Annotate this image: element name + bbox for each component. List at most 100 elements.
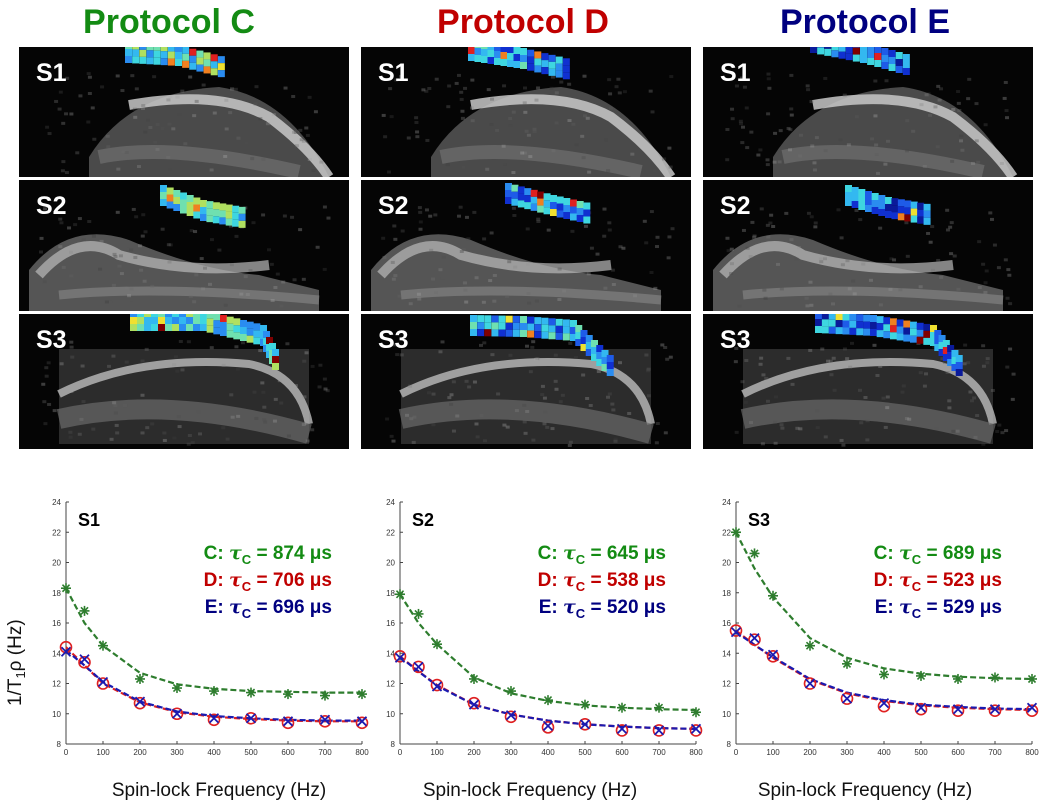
x-tick-label: 700 bbox=[318, 748, 332, 757]
chart-title: S2 bbox=[412, 510, 434, 530]
data-point-e bbox=[208, 713, 220, 724]
x-tick-label: 100 bbox=[96, 748, 110, 757]
y-tick-label: 8 bbox=[727, 740, 732, 749]
data-point-c bbox=[283, 689, 293, 700]
data-point-d bbox=[541, 721, 555, 734]
tau-annotation: D: τC = 523 μs bbox=[874, 569, 1002, 594]
data-point-e bbox=[767, 649, 779, 660]
slice-label: S2 bbox=[36, 192, 67, 220]
data-point-e bbox=[804, 678, 816, 689]
mri-image bbox=[41, 314, 330, 446]
x-axis-label-s1: Spin-lock Frequency (Hz) bbox=[111, 780, 327, 801]
data-point-e bbox=[878, 698, 890, 709]
fit-curve-c bbox=[399, 593, 697, 712]
data-point-d bbox=[355, 716, 369, 730]
data-point-e bbox=[730, 626, 742, 638]
x-axis-label-s3: Spin-lock Frequency (Hz) bbox=[757, 780, 973, 801]
data-point-e bbox=[653, 725, 665, 736]
x-tick-label: 300 bbox=[840, 748, 854, 757]
slice-label: S1 bbox=[720, 59, 751, 87]
data-point-c bbox=[209, 686, 219, 697]
data-point-e bbox=[282, 716, 294, 727]
data-point-e bbox=[749, 632, 760, 644]
mri-panel-s2: S2 bbox=[703, 180, 1033, 311]
protocol-c-image-column: S1 S2 S3 bbox=[19, 47, 349, 452]
data-point-e bbox=[431, 681, 443, 692]
chart-s2: 8 10 12 14 16 18 20 22 24 0 100 200 300 400 500 600 700 8… bbox=[364, 488, 704, 763]
x-tick-label: 800 bbox=[1025, 748, 1039, 757]
data-point-c bbox=[953, 673, 963, 684]
data-point-d bbox=[207, 713, 221, 727]
y-tick-label: 24 bbox=[52, 498, 61, 507]
data-point-c bbox=[916, 670, 926, 681]
mri-panel-s3: S3 bbox=[703, 314, 1033, 449]
chart-s1: 8 10 12 14 16 18 20 22 24 0 100 200 300 400 500 600 700 8… bbox=[30, 488, 370, 763]
svg-text:1/T1ρ (Hz): 1/T1ρ (Hz) bbox=[5, 619, 26, 706]
y-tick-label: 22 bbox=[722, 528, 731, 537]
y-tick-label: 18 bbox=[722, 589, 731, 598]
x-tick-label: 500 bbox=[244, 748, 258, 757]
data-point-e bbox=[356, 716, 368, 727]
data-point-c bbox=[395, 589, 405, 600]
data-point-c bbox=[580, 699, 590, 710]
y-tick-label: 12 bbox=[52, 680, 61, 689]
slice-label: S3 bbox=[378, 326, 409, 354]
data-point-d bbox=[412, 660, 425, 674]
slice-label: S1 bbox=[378, 59, 409, 87]
protocol-e-image-column: S1 S2 S3 bbox=[703, 47, 1033, 452]
data-point-e bbox=[989, 704, 1001, 715]
data-point-c bbox=[172, 683, 182, 694]
x-tick-label: 0 bbox=[398, 748, 403, 757]
protocol-c-title: Protocol C bbox=[83, 3, 255, 41]
x-tick-label: 300 bbox=[504, 748, 518, 757]
data-point-d bbox=[244, 711, 258, 725]
data-point-d bbox=[729, 624, 743, 637]
x-tick-label: 0 bbox=[64, 748, 69, 757]
data-point-d bbox=[430, 678, 444, 692]
slice-label: S2 bbox=[720, 192, 751, 220]
x-tick-label: 200 bbox=[803, 748, 817, 757]
y-tick-label: 12 bbox=[722, 680, 731, 689]
x-tick-label: 700 bbox=[652, 748, 666, 757]
mri-panel-s2: S2 bbox=[19, 180, 349, 311]
mri-image bbox=[725, 47, 1018, 177]
y-tick-label: 24 bbox=[722, 498, 731, 507]
data-point-e bbox=[690, 723, 702, 735]
data-point-c bbox=[768, 590, 778, 601]
data-point-d bbox=[170, 707, 184, 721]
data-point-e bbox=[171, 708, 183, 719]
mri-panel-s1: S1 bbox=[361, 47, 691, 177]
mri-panel-s1: S1 bbox=[19, 47, 349, 177]
data-point-d bbox=[615, 724, 629, 737]
x-tick-label: 200 bbox=[467, 748, 481, 757]
x-tick-label: 100 bbox=[766, 748, 780, 757]
data-point-e bbox=[841, 693, 853, 704]
slice-label: S3 bbox=[36, 326, 67, 354]
y-tick-label: 14 bbox=[722, 649, 731, 658]
mri-image bbox=[45, 47, 334, 177]
data-point-e bbox=[616, 723, 628, 735]
data-point-d bbox=[652, 724, 666, 737]
fit-curve-c bbox=[65, 587, 362, 694]
tau-annotation: E: τC = 696 μs bbox=[205, 596, 332, 621]
data-point-c bbox=[1027, 673, 1037, 684]
data-point-c bbox=[842, 658, 852, 669]
data-point-d bbox=[133, 696, 147, 710]
data-point-d bbox=[689, 724, 703, 737]
data-point-c bbox=[413, 608, 424, 619]
x-tick-label: 0 bbox=[734, 748, 739, 757]
y-tick-label: 16 bbox=[722, 619, 731, 628]
y-tick-label: 10 bbox=[722, 710, 731, 719]
slice-label: S1 bbox=[36, 59, 67, 87]
mri-image bbox=[29, 185, 331, 311]
x-axis-label-s2: Spin-lock Frequency (Hz) bbox=[422, 780, 638, 801]
data-point-e bbox=[1026, 702, 1038, 713]
data-point-d bbox=[988, 704, 1002, 718]
x-tick-label: 600 bbox=[281, 748, 295, 757]
data-point-e bbox=[542, 720, 554, 731]
tau-annotation: E: τC = 520 μs bbox=[539, 596, 666, 621]
chart-s3: 8 10 12 14 16 18 20 22 24 0 100 200 300 400 500 600 700 8… bbox=[700, 488, 1040, 763]
data-point-d bbox=[467, 696, 481, 710]
x-tick-label: 400 bbox=[207, 748, 221, 757]
y-tick-label: 8 bbox=[57, 740, 62, 749]
